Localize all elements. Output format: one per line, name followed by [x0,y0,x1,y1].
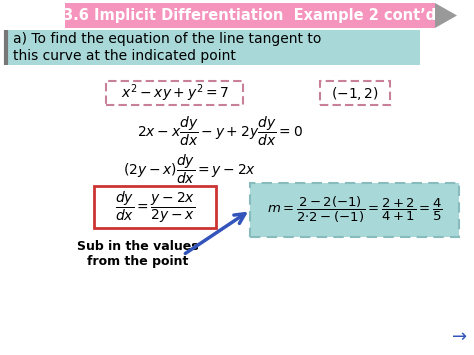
Text: Sub in the values: Sub in the values [77,240,199,253]
Text: 3.6 Implicit Differentiation  Example 2 cont’d: 3.6 Implicit Differentiation Example 2 c… [64,8,437,23]
FancyBboxPatch shape [65,3,435,28]
Text: $\dfrac{dy}{dx} = \dfrac{y-2x}{2y-x}$: $\dfrac{dy}{dx} = \dfrac{y-2x}{2y-x}$ [115,189,195,225]
Text: $x^2 - xy + y^2 = 7$: $x^2 - xy + y^2 = 7$ [121,82,229,104]
Text: this curve at the indicated point: this curve at the indicated point [13,49,236,63]
Text: $m = \dfrac{2-2(-1)}{2{\cdot}2-(-1)} = \dfrac{2+2}{4+1} = \dfrac{4}{5}$: $m = \dfrac{2-2(-1)}{2{\cdot}2-(-1)} = \… [267,195,443,225]
Text: $(2y - x)\dfrac{dy}{dx} = y - 2x$: $(2y - x)\dfrac{dy}{dx} = y - 2x$ [123,152,256,186]
FancyBboxPatch shape [94,186,216,228]
Text: →: → [453,328,467,346]
Text: $2x - x\dfrac{dy}{dx} - y + 2y\dfrac{dy}{dx} = 0$: $2x - x\dfrac{dy}{dx} - y + 2y\dfrac{dy}… [137,114,303,148]
Polygon shape [435,3,457,28]
FancyBboxPatch shape [320,81,390,105]
Text: $(-1,2)$: $(-1,2)$ [331,84,379,102]
Text: from the point: from the point [87,255,189,268]
FancyBboxPatch shape [250,183,459,237]
FancyBboxPatch shape [107,81,244,105]
FancyBboxPatch shape [5,30,420,65]
Text: a) To find the equation of the line tangent to: a) To find the equation of the line tang… [13,32,321,46]
